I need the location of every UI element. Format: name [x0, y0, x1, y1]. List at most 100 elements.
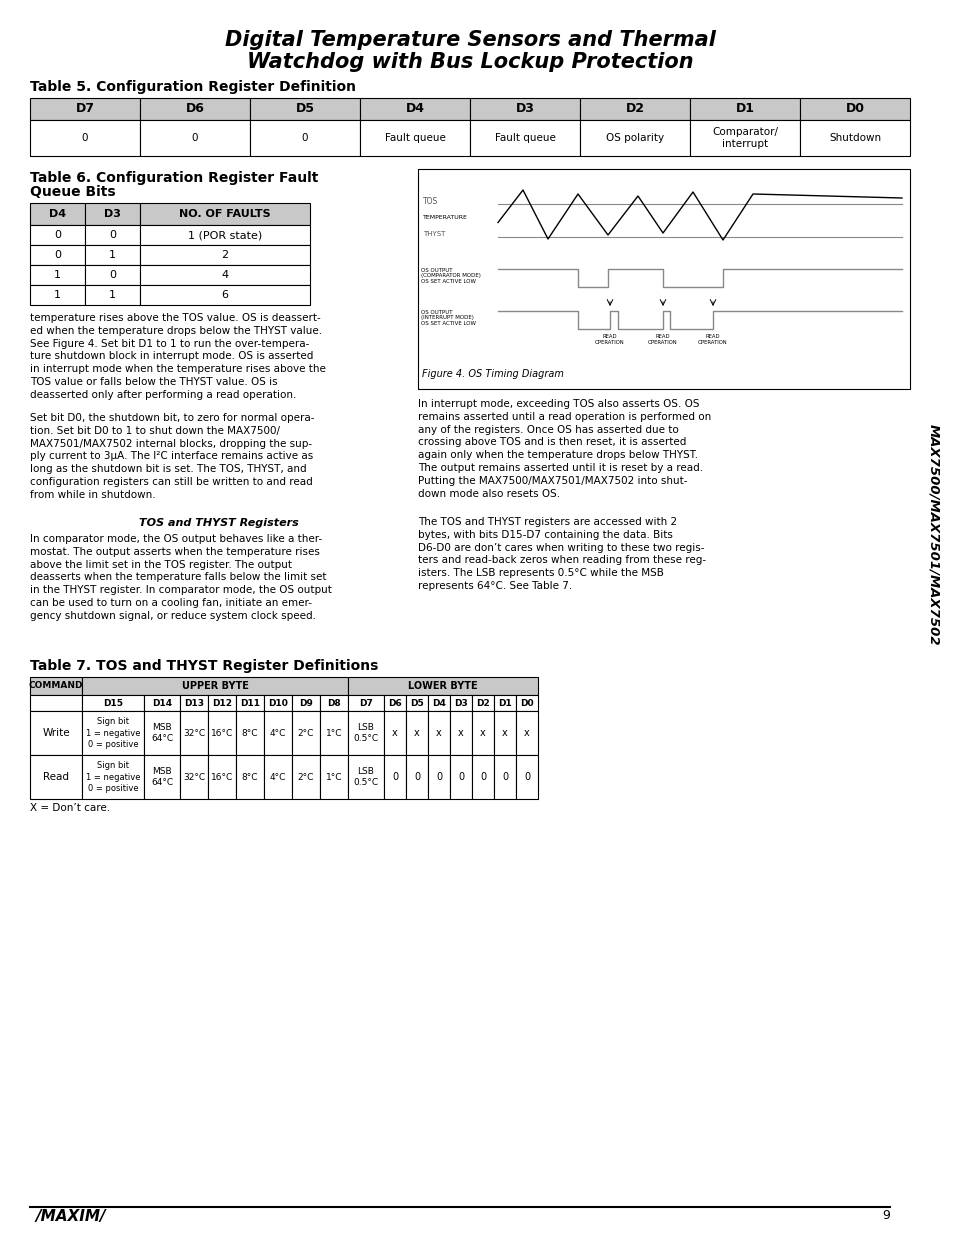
- Text: 1: 1: [109, 290, 116, 300]
- Text: /MAXIM/: /MAXIM/: [35, 1209, 106, 1224]
- Bar: [140, 120, 250, 156]
- Text: D12: D12: [212, 699, 232, 708]
- Text: LSB
0.5°C: LSB 0.5°C: [353, 767, 378, 787]
- Text: THYST: THYST: [422, 231, 445, 237]
- Bar: [30, 285, 85, 305]
- Bar: [800, 98, 909, 120]
- Text: D9: D9: [298, 699, 313, 708]
- Bar: [450, 755, 472, 799]
- Text: Fault queue: Fault queue: [384, 133, 445, 143]
- Text: 0: 0: [301, 133, 308, 143]
- Bar: [359, 120, 470, 156]
- Bar: [292, 711, 319, 755]
- Text: Queue Bits: Queue Bits: [30, 185, 115, 199]
- Text: 0: 0: [523, 772, 530, 782]
- Text: 2: 2: [221, 249, 229, 261]
- Text: 4: 4: [221, 270, 229, 280]
- Text: TOS: TOS: [422, 196, 437, 205]
- Bar: [82, 695, 144, 711]
- Bar: [384, 755, 406, 799]
- Bar: [428, 711, 450, 755]
- Text: 0: 0: [109, 270, 116, 280]
- Text: 1°C: 1°C: [325, 773, 342, 782]
- Text: TOS and THYST Registers: TOS and THYST Registers: [139, 517, 298, 529]
- Bar: [428, 695, 450, 711]
- Bar: [30, 711, 82, 755]
- Text: Comparator/
interrupt: Comparator/ interrupt: [711, 127, 778, 149]
- Bar: [406, 755, 428, 799]
- Text: MSB
64°C: MSB 64°C: [151, 767, 172, 787]
- Bar: [235, 695, 264, 711]
- Text: 32°C: 32°C: [183, 729, 205, 737]
- Bar: [250, 98, 359, 120]
- Text: D11: D11: [240, 699, 260, 708]
- Text: x: x: [457, 727, 463, 739]
- Bar: [30, 245, 85, 266]
- Text: Sign bit
1 = negative
0 = positive: Sign bit 1 = negative 0 = positive: [86, 718, 140, 748]
- Text: D2: D2: [625, 103, 644, 116]
- Text: UPPER BYTE: UPPER BYTE: [181, 680, 248, 692]
- Text: 0: 0: [192, 133, 198, 143]
- Bar: [140, 285, 310, 305]
- Text: D7: D7: [358, 699, 373, 708]
- Bar: [800, 120, 909, 156]
- Text: D14: D14: [152, 699, 172, 708]
- Bar: [348, 755, 384, 799]
- Text: MSB
64°C: MSB 64°C: [151, 722, 172, 743]
- Text: 2°C: 2°C: [297, 729, 314, 737]
- Text: D5: D5: [410, 699, 423, 708]
- Bar: [406, 695, 428, 711]
- Bar: [180, 695, 208, 711]
- Bar: [264, 695, 292, 711]
- Text: 4°C: 4°C: [270, 773, 286, 782]
- Bar: [250, 120, 359, 156]
- Bar: [348, 695, 384, 711]
- Bar: [85, 285, 140, 305]
- Text: 16°C: 16°C: [211, 773, 233, 782]
- Text: 0: 0: [392, 772, 397, 782]
- Text: READ
OPERATION: READ OPERATION: [595, 333, 624, 346]
- Bar: [30, 677, 82, 695]
- Bar: [30, 98, 140, 120]
- Bar: [140, 98, 250, 120]
- Text: 1: 1: [54, 270, 61, 280]
- Text: Shutdown: Shutdown: [828, 133, 881, 143]
- Bar: [450, 695, 472, 711]
- Text: 0: 0: [501, 772, 508, 782]
- Text: D8: D8: [327, 699, 340, 708]
- Text: In comparator mode, the OS output behaves like a ther-
mostat. The output assert: In comparator mode, the OS output behave…: [30, 534, 332, 621]
- Text: 1: 1: [54, 290, 61, 300]
- Bar: [264, 755, 292, 799]
- Text: 1 (POR state): 1 (POR state): [188, 230, 262, 240]
- Bar: [208, 755, 235, 799]
- Bar: [85, 225, 140, 245]
- Bar: [472, 755, 494, 799]
- Text: D1: D1: [735, 103, 754, 116]
- Text: D5: D5: [295, 103, 314, 116]
- Bar: [516, 755, 537, 799]
- Text: x: x: [523, 727, 529, 739]
- Bar: [30, 695, 82, 711]
- Text: D3: D3: [104, 209, 121, 219]
- Bar: [82, 677, 348, 695]
- Bar: [30, 203, 85, 225]
- Bar: [144, 711, 180, 755]
- Bar: [417, 169, 909, 389]
- Bar: [85, 245, 140, 266]
- Bar: [292, 755, 319, 799]
- Text: LSB
0.5°C: LSB 0.5°C: [353, 722, 378, 743]
- Text: Watchdog with Bus Lockup Protection: Watchdog with Bus Lockup Protection: [247, 52, 693, 72]
- Text: The TOS and THYST registers are accessed with 2
bytes, with bits D15-D7 containi: The TOS and THYST registers are accessed…: [417, 517, 705, 592]
- Text: D4: D4: [432, 699, 445, 708]
- Bar: [30, 120, 140, 156]
- Text: Read: Read: [43, 772, 69, 782]
- Bar: [85, 266, 140, 285]
- Text: D0: D0: [519, 699, 534, 708]
- Text: 0: 0: [54, 249, 61, 261]
- Text: COMMAND: COMMAND: [29, 682, 83, 690]
- Bar: [319, 695, 348, 711]
- Text: 0: 0: [479, 772, 485, 782]
- Text: OS OUTPUT
(INTERRUPT MODE)
OS SET ACTIVE LOW: OS OUTPUT (INTERRUPT MODE) OS SET ACTIVE…: [420, 310, 476, 326]
- Bar: [689, 120, 800, 156]
- Text: OS OUTPUT
(COMPARATOR MODE)
OS SET ACTIVE LOW: OS OUTPUT (COMPARATOR MODE) OS SET ACTIV…: [420, 268, 480, 284]
